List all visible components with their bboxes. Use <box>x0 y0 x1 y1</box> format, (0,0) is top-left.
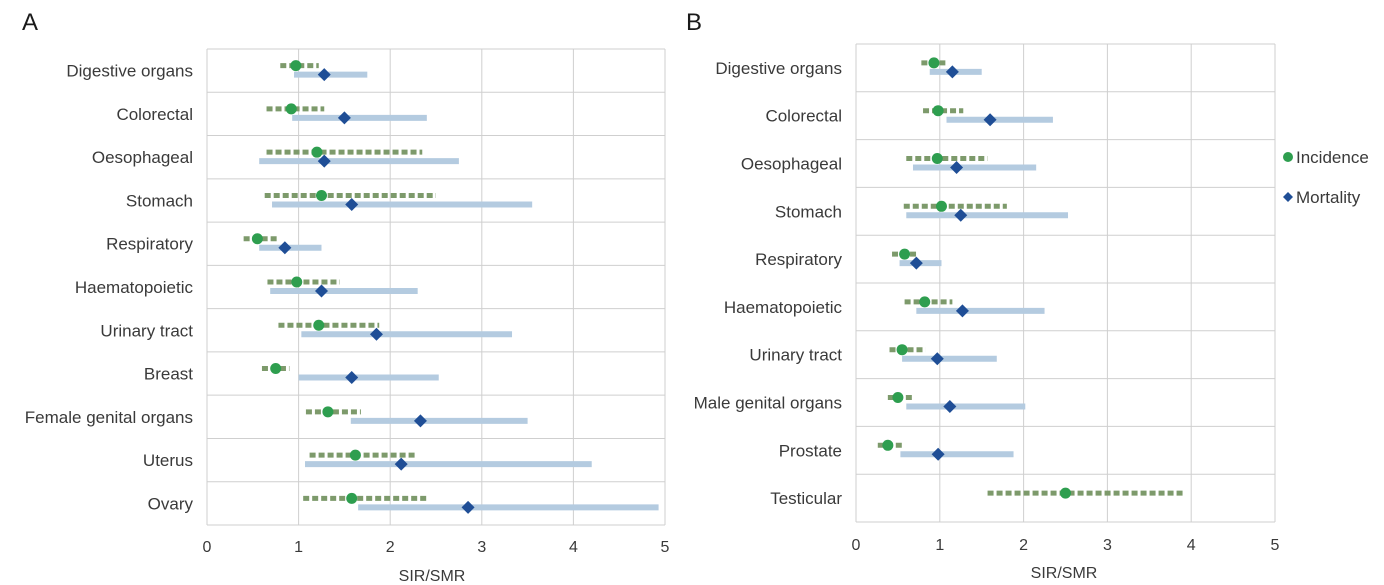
category-label: Female genital organs <box>25 408 193 427</box>
incidence-point <box>290 60 302 72</box>
legend: Incidence Mortality <box>1283 148 1369 207</box>
category-label: Digestive organs <box>66 62 193 81</box>
panel-b-x-axis-title: SIR/SMR <box>1031 565 1098 582</box>
category-label: Uterus <box>143 451 193 470</box>
panel-a-label: A <box>22 9 38 36</box>
panel-b-label: B <box>686 9 702 36</box>
mortality-point <box>955 304 969 318</box>
mortality-point <box>945 65 959 79</box>
mortality-point <box>950 161 964 174</box>
incidence-point <box>935 200 947 212</box>
mortality-point <box>315 284 328 298</box>
x-tick-label: 1 <box>294 539 303 556</box>
mortality-point <box>954 208 968 222</box>
incidence-point <box>932 105 944 117</box>
mortality-point <box>909 256 923 270</box>
mortality-point <box>278 241 292 255</box>
mortality-point <box>317 154 331 168</box>
category-label: Stomach <box>775 202 842 221</box>
mortality-point <box>461 500 475 514</box>
x-tick-label: 1 <box>935 537 944 554</box>
incidence-point <box>291 276 303 288</box>
panel-b-x-ticks: 0 1 2 3 4 5 <box>852 537 1280 554</box>
category-label: Male genital organs <box>694 394 842 413</box>
incidence-point <box>346 492 358 504</box>
incidence-point <box>931 153 943 164</box>
panel-b: B Digestive organs Colorectal Oesophageal S… <box>686 9 1369 582</box>
mortality-point <box>413 414 427 428</box>
panel-a-markers <box>251 60 475 514</box>
incidence-point <box>313 319 325 331</box>
x-tick-label: 0 <box>203 539 212 556</box>
incidence-point <box>251 233 263 245</box>
mortality-point <box>345 371 359 385</box>
panel-a-grid <box>206 48 666 526</box>
category-label: Haematopoietic <box>724 298 843 317</box>
legend-label: Incidence <box>1296 148 1369 167</box>
incidence-point <box>892 392 904 403</box>
category-label: Haematopoietic <box>75 278 194 297</box>
x-tick-label: 2 <box>1019 537 1028 554</box>
incidence-point <box>322 406 334 418</box>
panel-a-intervals <box>243 63 659 511</box>
incidence-point <box>1060 487 1071 499</box>
mortality-point <box>930 352 944 366</box>
category-label: Testicular <box>770 489 842 508</box>
panel-b-category-labels: Digestive organs Colorectal Oesophageal Sto… <box>694 59 843 508</box>
panel-a: A Digestive organs Colorectal Oesophageal S… <box>22 9 670 585</box>
panel-b-markers <box>882 57 1071 499</box>
x-tick-label: 3 <box>1103 537 1112 554</box>
incidence-point <box>316 189 327 201</box>
panel-a-category-labels: Digestive organs Colorectal Oesophageal Sto… <box>25 62 194 514</box>
incidence-point <box>899 248 911 260</box>
mortality-point <box>983 113 997 127</box>
mortality-point <box>337 111 351 125</box>
category-label: Urinary tract <box>100 321 193 340</box>
x-tick-label: 4 <box>1187 537 1196 554</box>
category-label: Respiratory <box>106 235 193 254</box>
category-label: Ovary <box>148 494 194 513</box>
panel-b-grid <box>855 43 1276 523</box>
panel-a-x-ticks: 0 1 2 3 4 5 <box>203 539 670 556</box>
mortality-point <box>394 457 408 471</box>
mortality-point <box>345 197 359 211</box>
incidence-point <box>285 103 297 115</box>
panel-b-intervals <box>877 60 1186 496</box>
incidence-point <box>928 57 940 69</box>
incidence-point <box>311 146 323 158</box>
legend-mortality-marker <box>1283 192 1293 202</box>
category-label: Respiratory <box>755 250 842 269</box>
mortality-point <box>369 327 383 341</box>
panel-a-x-axis-title: SIR/SMR <box>399 568 466 585</box>
category-label: Urinary tract <box>749 346 842 365</box>
legend-incidence-marker <box>1283 152 1293 162</box>
category-label: Oesophageal <box>741 155 842 174</box>
x-tick-label: 2 <box>386 539 395 556</box>
category-label: Breast <box>144 365 193 384</box>
incidence-point <box>349 449 361 461</box>
category-label: Oesophageal <box>92 148 193 167</box>
incidence-point <box>896 344 908 356</box>
mortality-point <box>943 400 957 413</box>
x-tick-label: 5 <box>661 539 670 556</box>
incidence-point <box>882 439 894 451</box>
incidence-point <box>919 296 931 308</box>
category-label: Prostate <box>779 441 842 460</box>
category-label: Colorectal <box>116 105 193 124</box>
x-tick-label: 5 <box>1271 537 1280 554</box>
x-tick-label: 0 <box>852 537 861 554</box>
incidence-point <box>270 363 282 375</box>
category-label: Digestive organs <box>715 59 842 78</box>
mortality-point <box>931 447 945 461</box>
mortality-point <box>317 68 331 82</box>
category-label: Colorectal <box>765 107 842 126</box>
category-label: Stomach <box>126 191 193 210</box>
x-tick-label: 3 <box>477 539 486 556</box>
x-tick-label: 4 <box>569 539 578 556</box>
legend-label: Mortality <box>1296 188 1361 207</box>
